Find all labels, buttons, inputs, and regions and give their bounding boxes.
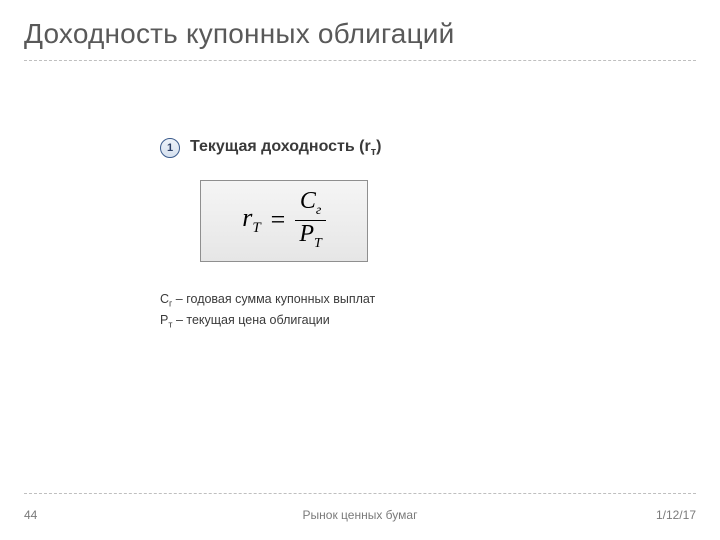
formula-num-base: C [300,188,316,214]
formula-fraction: Cг PT [295,189,325,251]
formula-lhs-sub: T [252,220,260,236]
footer-date: 1/12/17 [656,508,696,522]
content-region: 1 Текущая доходность (rт) rT = Cг PT [160,138,600,331]
subheading: Текущая доходность (rт) [190,138,381,158]
page-number: 44 [24,508,37,522]
title-region: Доходность купонных облигаций [24,18,696,50]
formula-denominator: PT [295,222,325,251]
formula-box: rT = Cг PT [200,180,368,262]
definition-line-2: Pт – текущая цена облигации [160,311,600,332]
subheading-suffix: ) [376,138,381,155]
subheading-row: 1 Текущая доходность (rт) [160,138,600,158]
slide-title: Доходность купонных облигаций [24,18,696,50]
formula-den-sub: T [314,235,322,250]
title-divider [24,60,696,61]
formula-equals: = [271,205,286,235]
definition-line-1: Cг – годовая сумма купонных выплат [160,290,600,311]
formula-numerator: Cг [296,189,325,218]
formula-lhs-base: r [242,203,252,232]
footer-divider [24,493,696,494]
subheading-prefix: Текущая доходность (r [190,138,371,155]
formula-num-sub: г [316,203,321,218]
def1-text: – годовая сумма купонных выплат [172,292,375,306]
footer: 44 Рынок ценных бумаг 1/12/17 [24,508,696,522]
def2-text: – текущая цена облигации [172,313,329,327]
number-badge: 1 [160,138,180,158]
formula-den-base: P [299,221,314,247]
formula-lhs: rT [242,203,260,237]
footer-center: Рынок ценных бумаг [24,508,696,522]
slide: Доходность купонных облигаций 1 Текущая … [0,0,720,540]
definitions: Cг – годовая сумма купонных выплат Pт – … [160,290,600,331]
def1-sym-base: C [160,292,169,306]
